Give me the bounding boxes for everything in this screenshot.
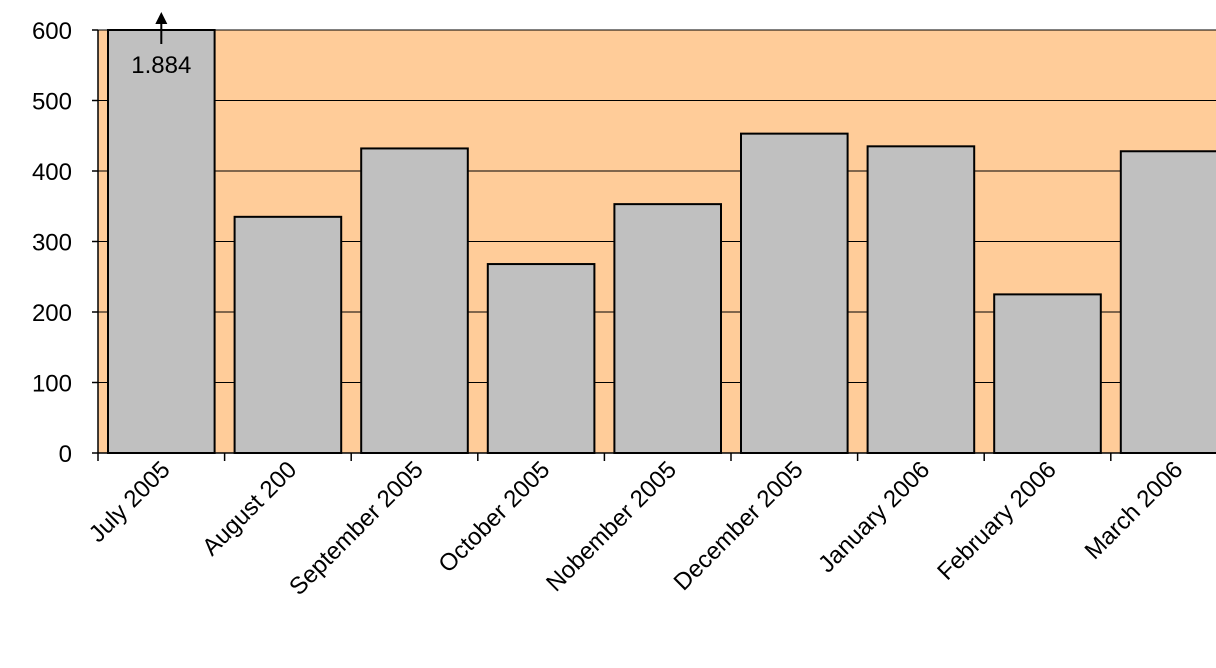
x-tick-label: February 2006 [932,456,1061,585]
bar [486,263,596,454]
data-label: 1.884 [131,52,191,79]
y-tick-label: 200 [32,300,72,327]
bar [866,145,976,454]
x-tick-label: July 2005 [84,456,176,548]
x-tick-label: August 200 [197,456,302,561]
y-tick-label: 100 [32,371,72,398]
x-tick-label: October 2005 [433,456,555,578]
bar [740,132,849,454]
x-tick-label: September 2005 [284,456,429,601]
bar [993,293,1102,454]
x-tick-label: January 2006 [813,456,935,578]
bar [360,147,469,454]
y-tick-label: 600 [32,18,72,45]
bar [107,29,216,454]
bars [107,29,1216,454]
x-tick-label: Nobember 2005 [541,456,682,597]
y-tick-label: 500 [32,89,72,116]
y-tick-label: 400 [32,159,72,186]
y-tick-label: 300 [32,230,72,257]
y-tick-label: 0 [59,441,72,468]
annotations: 1.884 [131,12,191,79]
bar [613,203,723,454]
x-tick-label: March 2006 [1080,456,1189,565]
bar [233,215,343,454]
bar [1119,150,1216,454]
y-axis-ticks: 0 100 200 300 400 500 600 [32,18,98,468]
x-tick-label: December 2005 [669,456,809,596]
overflow-arrow-icon [155,12,168,44]
